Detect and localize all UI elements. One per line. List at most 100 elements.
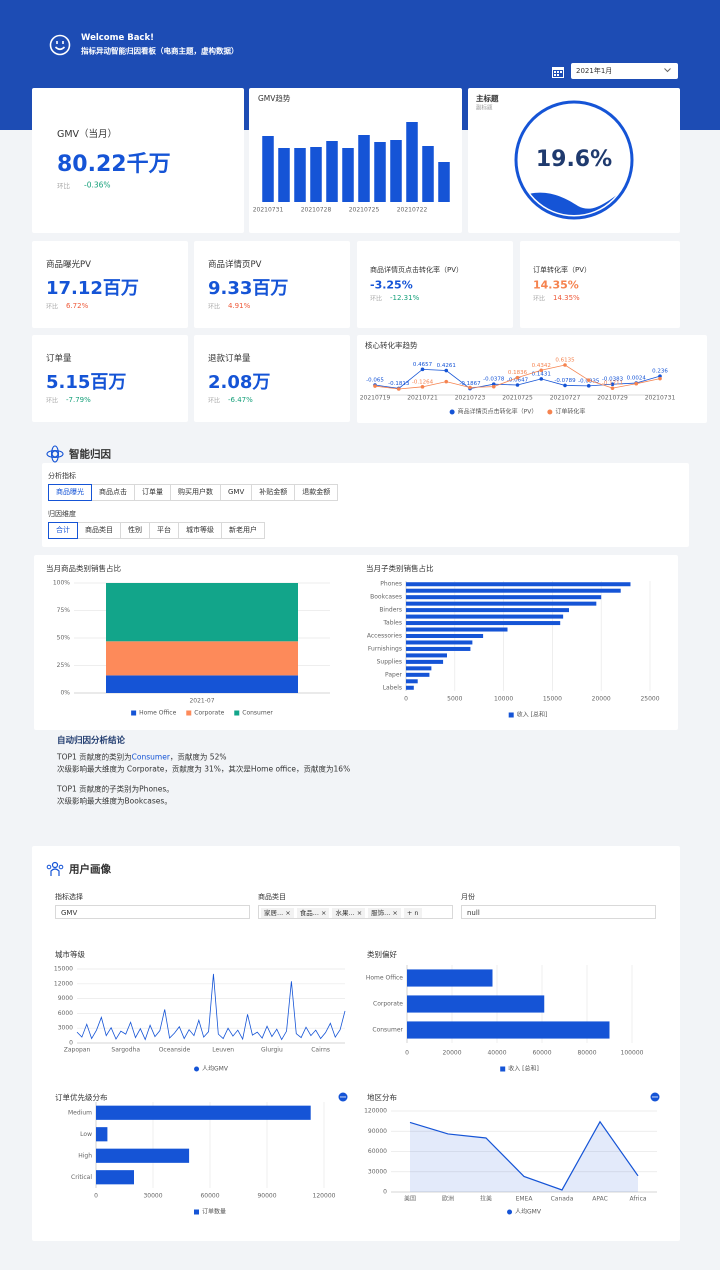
calendar-icon — [552, 67, 564, 78]
tab-button[interactable]: 平台 — [149, 522, 179, 539]
x-tick-label: 80000 — [577, 1050, 596, 1057]
chart: GMV趋势 20210731 20210728 20210725 20210722 — [253, 93, 450, 214]
x-tick-label: 0 — [94, 1193, 98, 1200]
y-tick-label: High — [78, 1152, 92, 1159]
tag-text: 食品... — [299, 909, 319, 917]
comment-icon[interactable] — [338, 1092, 348, 1102]
tag-text: 水果... — [335, 909, 355, 917]
point — [539, 377, 544, 381]
legend-label: 收入 [总和] — [517, 711, 548, 719]
chart-title: 当月子类别销售占比 — [366, 563, 434, 573]
metric-select[interactable]: GMV — [55, 905, 250, 919]
data-label: -0.0789 — [554, 378, 576, 384]
tag[interactable]: 食品... × — [296, 908, 330, 918]
filter-label: 归因维度 — [48, 510, 76, 518]
tab-button[interactable]: 合计 — [48, 522, 78, 539]
legend-label: 订单数量 — [202, 1208, 226, 1216]
x-tick-label: 60000 — [532, 1050, 551, 1057]
chart: 当月子类别销售占比 0 5000 10000 15000 20000 25000 Phones… — [366, 563, 660, 719]
legend-label: Home Office — [139, 710, 176, 717]
date-select[interactable]: 2021年1月 — [571, 63, 678, 79]
chart-card — [357, 335, 707, 423]
gmv-value: 80.22千万 — [57, 152, 171, 177]
bar — [406, 666, 432, 671]
gauge-ring — [514, 100, 634, 220]
data-label: -0.1867 — [459, 381, 481, 387]
chart: 城市等级 0 3000 6000 9000 12000 15000 Zapopan Sargod… — [54, 949, 346, 1073]
bar — [390, 140, 402, 202]
tab-button[interactable]: GMV — [220, 484, 253, 501]
legend-label: Corporate — [194, 710, 224, 717]
chart: 当月商品类别销售占比 0% 25% 50% 75% 100% 2021-07 Home Off… — [46, 563, 330, 717]
tab-button[interactable]: 补贴金额 — [251, 484, 296, 501]
category-select[interactable]: 家居... × 食品... × 水果... × 服饰... × + n — [258, 905, 453, 919]
y-tick-label: 0 — [383, 1189, 387, 1196]
legend-marker — [508, 712, 514, 718]
tag[interactable]: 服饰... × — [368, 908, 401, 918]
bar — [406, 659, 444, 664]
bar — [106, 675, 298, 693]
tab-button[interactable]: 商品点击 — [91, 484, 135, 501]
y-tick-label: Medium — [68, 1109, 92, 1116]
x-tick-label: 15000 — [543, 696, 562, 703]
tab-button[interactable]: 商品曝光 — [48, 484, 92, 501]
bar — [406, 614, 564, 619]
tab-button[interactable]: 商品类目 — [77, 522, 121, 539]
tab-button[interactable]: 购买用户数 — [170, 484, 221, 501]
metric-label: 商品详情页PV — [208, 260, 262, 270]
x-tick-label: 100000 — [621, 1050, 644, 1057]
bar — [438, 162, 450, 202]
y-tick-label: Home Office — [366, 975, 403, 982]
x-tick-label: 25000 — [640, 696, 659, 703]
data-label: 0.4261 — [437, 363, 456, 369]
tab-button[interactable]: 退款金额 — [294, 484, 339, 501]
y-tick-label: 12000 — [54, 980, 73, 987]
gmv-label: GMV（当月） — [57, 129, 118, 140]
data-label: -0.0378 — [483, 377, 505, 383]
tab-button[interactable]: 订单量 — [134, 484, 171, 501]
comment-icon[interactable] — [650, 1092, 660, 1102]
data-label: -0.1711 — [602, 381, 623, 387]
legend-marker — [131, 710, 137, 716]
tab-button[interactable]: 城市等级 — [178, 522, 222, 539]
tag[interactable]: 水果... × — [332, 908, 366, 918]
more-tag[interactable]: + n — [403, 908, 422, 918]
gmv-card: GMV（当月） 80.22千万 环比 -0.36% — [32, 88, 244, 233]
legend-marker — [193, 1209, 199, 1215]
bar — [406, 679, 418, 684]
y-tick-label: Consumer — [372, 1027, 403, 1034]
filter-label: 分析指标 — [48, 472, 76, 480]
x-tick-label: 20210728 — [301, 207, 332, 214]
tab-button[interactable]: 新老用户 — [221, 522, 265, 539]
y-tick-label: 25% — [57, 662, 71, 669]
x-tick-label: Oceanside — [159, 1047, 191, 1054]
data-label: -0.065 — [366, 378, 384, 384]
data-label: 0.1836 — [508, 370, 528, 376]
y-tick-label: 6000 — [58, 1010, 73, 1017]
conclusion-title: 自动归因分析结论 — [57, 736, 126, 746]
x-tick-label: 20210729 — [597, 395, 628, 402]
data-label: -0.0647 — [507, 378, 529, 384]
data-label: -0.0383 — [602, 377, 624, 383]
legend: Home Office Corporate Consumer — [131, 710, 273, 717]
metric-value: -3.25% — [370, 278, 413, 292]
point — [396, 387, 401, 391]
data-label: 0.4657 — [413, 362, 433, 368]
metric-label: 订单量 — [46, 354, 72, 364]
x-tick-label: EMEA — [516, 1196, 534, 1203]
bar — [406, 608, 569, 613]
tag[interactable]: 家居... × — [261, 908, 294, 918]
point — [658, 376, 662, 381]
data-label: 0.0024 — [627, 376, 647, 382]
date-value: 2021年1月 — [576, 67, 613, 75]
legend: 商品详情页点击转化率（PV） 订单转化率 — [449, 408, 585, 416]
month-select[interactable]: null — [461, 905, 656, 919]
legend-marker — [449, 409, 455, 415]
metric-label: 退款订单量 — [208, 354, 251, 364]
y-tick-label: 90000 — [368, 1128, 387, 1135]
bar — [407, 1021, 610, 1039]
y-tick-label: 100% — [53, 580, 70, 587]
line — [409, 1120, 639, 1191]
tab-button[interactable]: 性别 — [120, 522, 150, 539]
point — [491, 384, 496, 389]
